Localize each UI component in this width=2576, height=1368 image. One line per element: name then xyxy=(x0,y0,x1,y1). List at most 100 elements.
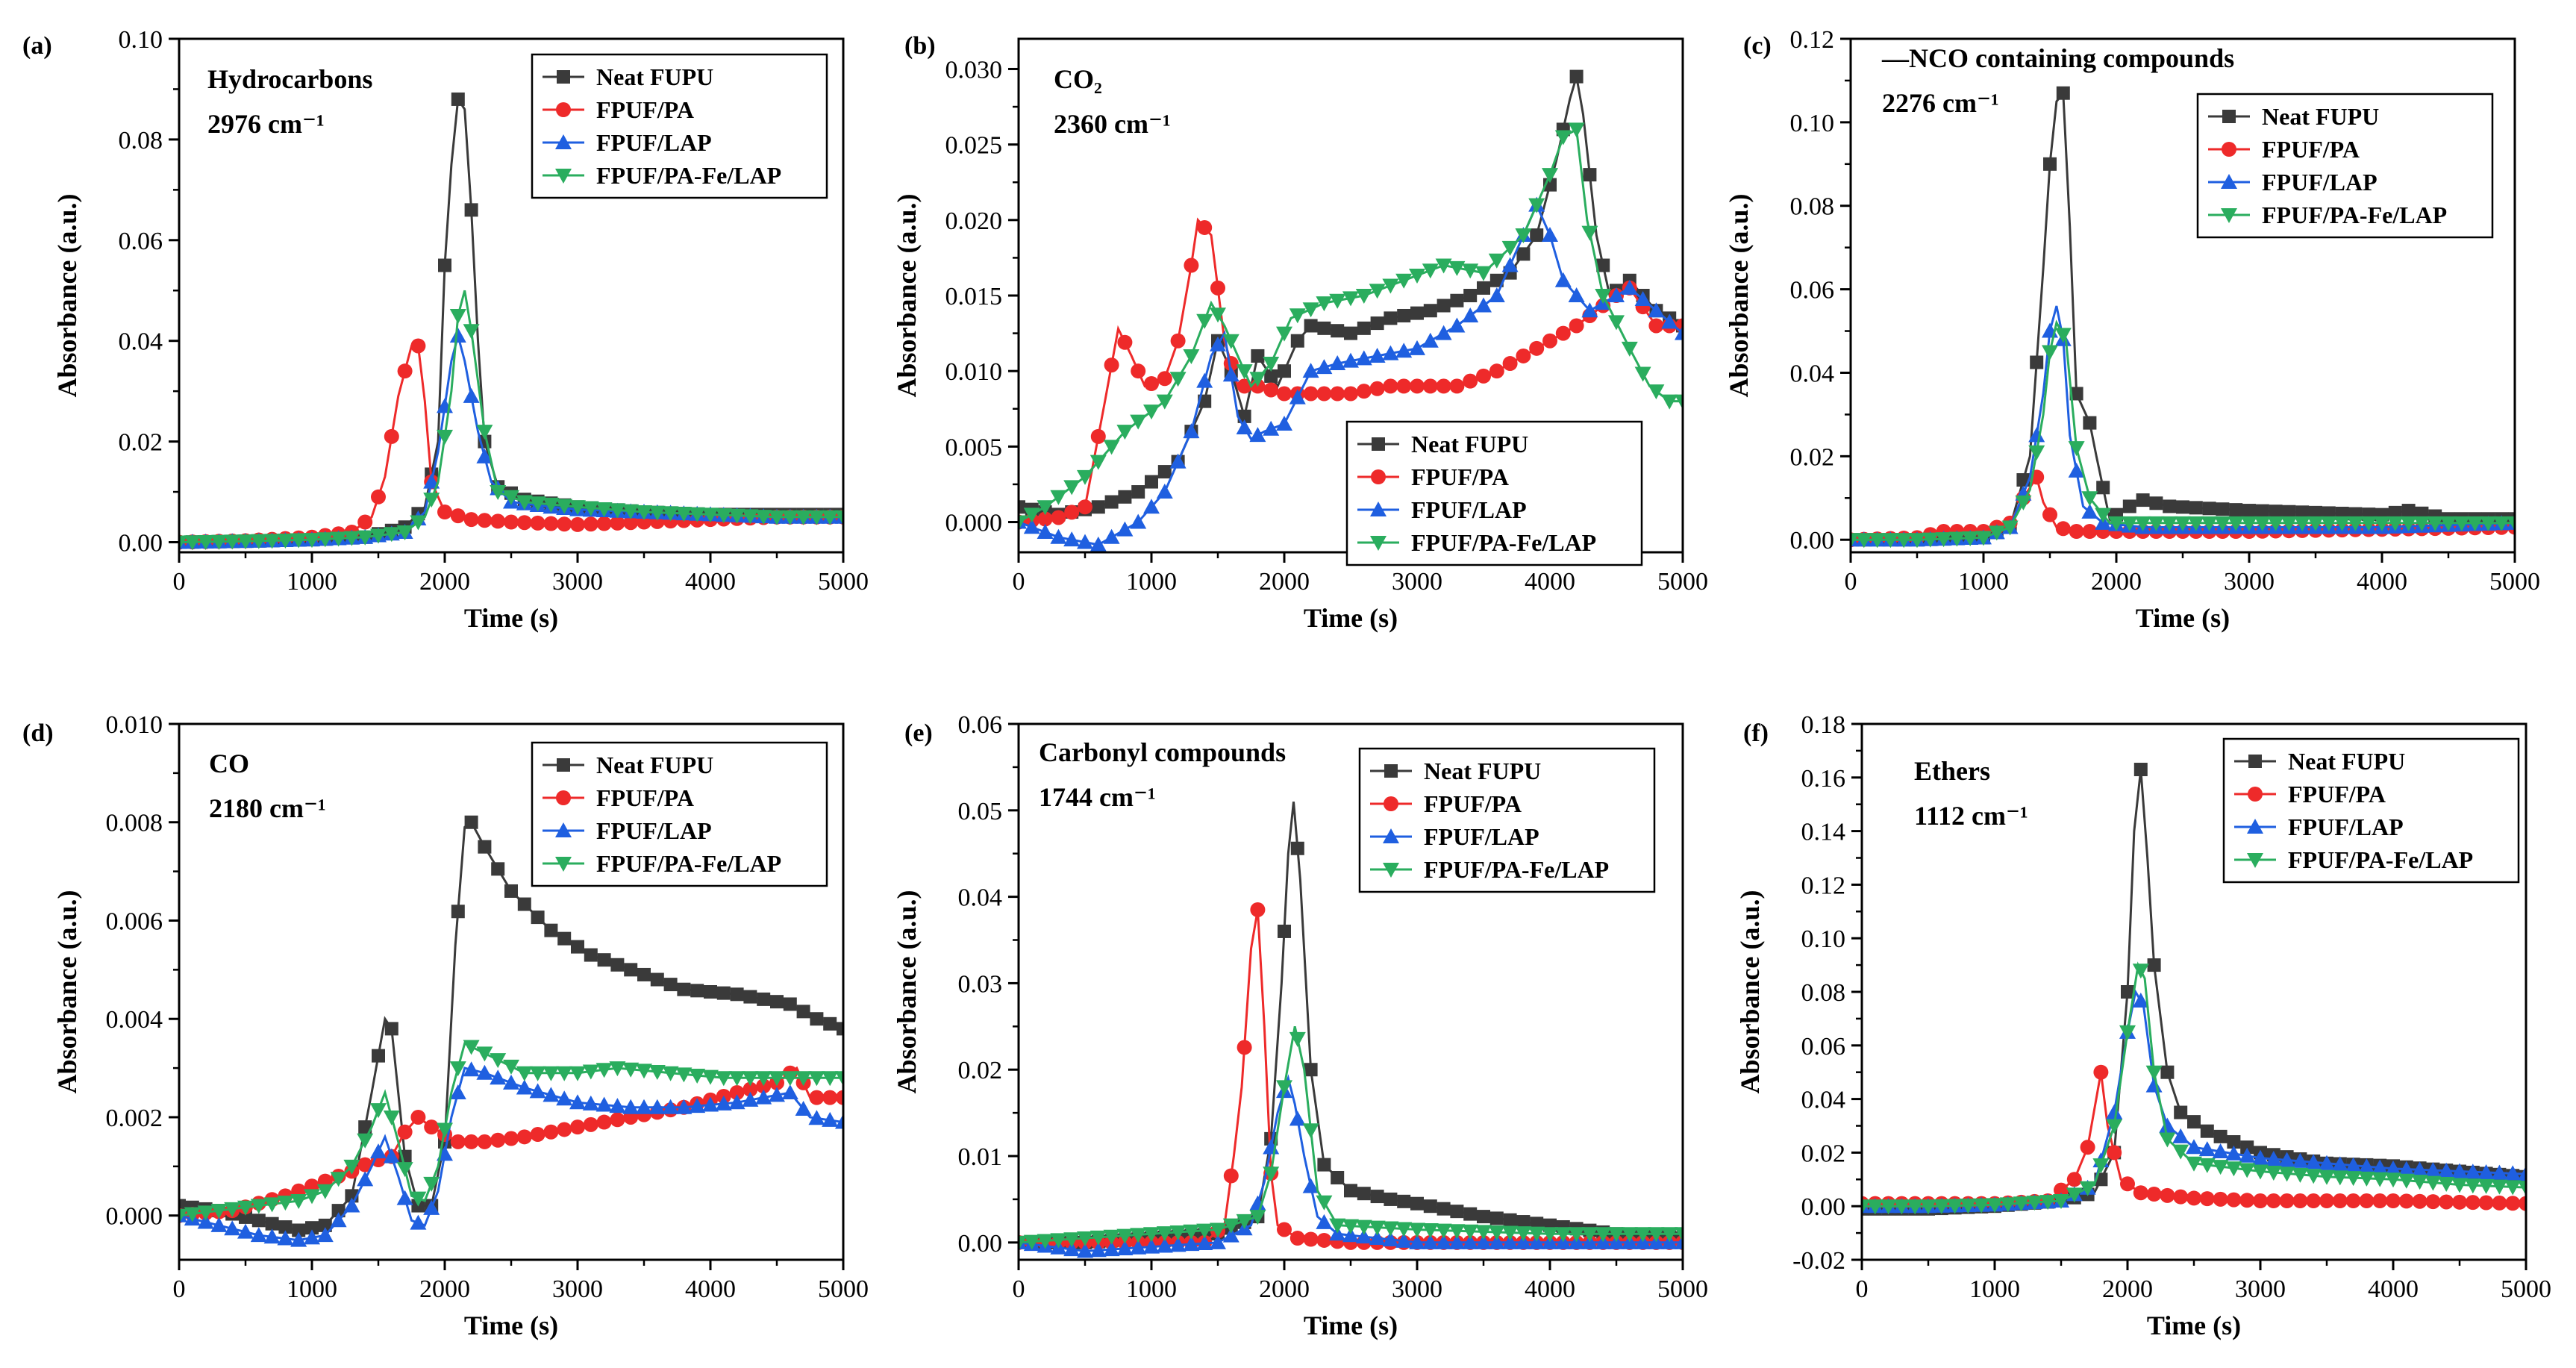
panel-e-marker-fpuf-lap xyxy=(1488,1234,1505,1249)
panel-e-marker-fpuf-lap xyxy=(1183,1236,1200,1252)
panel-d-marker-fpuf-pa xyxy=(463,1134,479,1149)
panel-a-marker-fpuf-pa-fe-lap xyxy=(822,510,839,525)
panel-b-marker-fpuf-pa-fe-lap xyxy=(1236,364,1253,380)
panel-f-marker-fpuf-pa xyxy=(2066,1172,2082,1187)
panel-f-marker-fpuf-pa-fe-lap xyxy=(1862,1199,1870,1215)
panel-f-marker-fpuf-pa xyxy=(2120,1176,2135,1192)
panel-b-marker-neat-fupu xyxy=(1290,334,1304,348)
panel-e-marker-neat-fupu xyxy=(1450,1205,1464,1219)
panel-b-marker-fpuf-lap xyxy=(1037,524,1054,540)
panel-f-ytick-label: 0.12 xyxy=(1801,872,1846,899)
panel-f-marker-fpuf-lap xyxy=(2239,1147,2256,1163)
panel-f-marker-fpuf-pa xyxy=(2054,1182,2069,1198)
panel-c-marker-fpuf-pa-fe-lap xyxy=(2400,516,2417,531)
panel-f-marker-neat-fupu xyxy=(2200,1124,2214,1138)
panel-b-marker-fpuf-pa-fe-lap xyxy=(1675,394,1683,410)
panel-e-annotation-title: Carbonyl compounds xyxy=(1039,737,1286,767)
panel-b-marker-neat-fupu xyxy=(1450,293,1464,307)
panel-a-marker-fpuf-pa xyxy=(504,514,519,530)
panel-b-marker-fpuf-lap xyxy=(1409,340,1425,355)
panel-b-marker-neat-fupu xyxy=(1596,258,1610,272)
panel-e-legend-entry-fpuf-pa: FPUF/PA xyxy=(1424,790,1522,817)
panel-f-marker-fpuf-pa xyxy=(2173,1189,2189,1205)
panel-f-marker-fpuf-pa xyxy=(2266,1193,2281,1209)
panel-d-marker-fpuf-lap xyxy=(795,1100,812,1116)
panel-b-marker-fpuf-pa xyxy=(1117,334,1133,350)
panel-f-marker-fpuf-pa xyxy=(2213,1191,2228,1207)
panel-c-marker-fpuf-pa-fe-lap xyxy=(1962,531,1979,546)
panel-c-legend-entry-fpuf-pa-fe-lap: FPUF/PA-Fe/LAP xyxy=(2262,202,2447,228)
panel-e-marker-fpuf-pa xyxy=(1237,1040,1252,1055)
panel-d-label: (d) xyxy=(22,719,54,747)
panel-e-marker-fpuf-pa-fe-lap xyxy=(1661,1227,1678,1243)
panel-d-marker-neat-fupu xyxy=(610,958,625,972)
panel-b-marker-fpuf-pa-fe-lap xyxy=(1648,384,1665,400)
panel-d-marker-fpuf-lap xyxy=(622,1099,640,1114)
panel-e-marker-fpuf-pa-fe-lap xyxy=(1037,1234,1054,1249)
panel-f-marker-fpuf-lap xyxy=(2331,1156,2348,1172)
panel-d-marker-fpuf-lap xyxy=(503,1074,519,1090)
panel-d-xtick-label: 3000 xyxy=(552,1275,603,1303)
panel-b-marker-fpuf-pa xyxy=(1436,378,1451,394)
panel-b-marker-fpuf-lap xyxy=(1568,287,1585,302)
panel-f-ytick-label: 0.18 xyxy=(1801,711,1846,739)
panel-d-marker-neat-fupu xyxy=(663,978,678,992)
panel-b-marker-neat-fupu xyxy=(1423,304,1437,318)
panel-d-marker-fpuf-lap xyxy=(343,1197,360,1213)
panel-f-marker-fpuf-pa xyxy=(2345,1193,2361,1209)
panel-d-marker-fpuf-pa-fe-lap xyxy=(184,1207,201,1222)
panel-a-marker-fpuf-pa xyxy=(623,515,639,531)
panel-d-marker-fpuf-pa-fe-lap xyxy=(250,1199,267,1214)
panel-c-xtick-label: 2000 xyxy=(2091,568,2142,596)
panel-d-marker-fpuf-lap xyxy=(582,1095,599,1111)
panel-b-marker-fpuf-lap xyxy=(1634,291,1651,307)
panel-c-marker-neat-fupu xyxy=(2176,500,2189,514)
panel-d-marker-fpuf-lap xyxy=(636,1099,652,1114)
panel-a-xtick-label: 2000 xyxy=(419,568,470,596)
panel-a-marker-fpuf-pa-fe-lap xyxy=(423,493,440,508)
panel-a-marker-fpuf-pa-fe-lap xyxy=(835,510,843,525)
panel-b-marker-fpuf-lap xyxy=(1355,350,1372,366)
panel-f-marker-fpuf-pa xyxy=(2505,1196,2521,1211)
panel-e-marker-fpuf-pa-fe-lap xyxy=(1435,1223,1452,1239)
panel-b-marker-fpuf-pa xyxy=(1396,378,1412,394)
panel-a-marker-fpuf-pa xyxy=(557,516,572,532)
panel-d-marker-neat-fupu xyxy=(716,986,731,1000)
panel-d-marker-fpuf-pa-fe-lap xyxy=(622,1062,640,1078)
panel-d-marker-fpuf-lap xyxy=(569,1094,586,1110)
panel-b-marker-fpuf-lap xyxy=(1488,287,1505,302)
panel-c-marker-fpuf-lap xyxy=(2081,503,2098,519)
panel-b-marker-neat-fupu xyxy=(1237,409,1251,423)
panel-e-ylabel: Absorbance (a.u.) xyxy=(892,890,922,1093)
panel-b-marker-fpuf-lap xyxy=(1210,336,1226,352)
panel-b-marker-fpuf-pa-fe-lap xyxy=(1488,253,1505,269)
panel-e-marker-fpuf-pa-fe-lap xyxy=(1634,1227,1651,1243)
panel-b-marker-fpuf-lap xyxy=(1581,302,1598,318)
panel-a-marker-fpuf-pa-fe-lap xyxy=(396,525,413,541)
panel-f-marker-neat-fupu xyxy=(2240,1140,2254,1155)
panel-d-marker-fpuf-lap xyxy=(423,1199,440,1215)
panel-a-legend-marker-neat-fupu xyxy=(557,70,570,84)
panel-c: 0 1000 2000 3000 4000 5000 0.00 0.02 0.04 0.06 0.0… xyxy=(1724,26,2540,633)
panel-e-legend-marker-neat-fupu xyxy=(1384,764,1398,778)
panel-c-marker-fpuf-pa-fe-lap xyxy=(2134,516,2151,531)
panel-c-marker-neat-fupu xyxy=(2043,157,2057,171)
panel-b-marker-neat-fupu xyxy=(1477,281,1490,295)
panel-e-marker-fpuf-lap xyxy=(1501,1234,1519,1249)
panel-c-marker-fpuf-pa-fe-lap xyxy=(2121,516,2138,531)
panel-b-marker-neat-fupu xyxy=(1118,490,1132,504)
panel-e-marker-fpuf-lap xyxy=(1130,1239,1147,1255)
panel-d-marker-fpuf-pa-fe-lap xyxy=(689,1068,706,1084)
panel-b-xtick-label: 2000 xyxy=(1259,568,1310,596)
panel-f-annotation-wavenumber: 1112 cm⁻¹ xyxy=(1914,801,2028,831)
panel-d-marker-fpuf-pa-fe-lap xyxy=(582,1064,599,1080)
panel-f-xtick-label: 5000 xyxy=(2501,1275,2551,1303)
panel-c-marker-fpuf-pa-fe-lap xyxy=(2333,516,2351,531)
panel-e-marker-neat-fupu xyxy=(1357,1187,1371,1201)
panel-e-marker-fpuf-pa-fe-lap xyxy=(1063,1232,1081,1248)
panel-c-marker-fpuf-pa-fe-lap xyxy=(2386,516,2404,531)
panel-b-marker-neat-fupu xyxy=(1104,495,1119,509)
panel-d-marker-neat-fupu xyxy=(451,905,465,919)
panel-a-marker-fpuf-pa xyxy=(450,508,466,524)
panel-b-marker-fpuf-pa xyxy=(1369,381,1385,396)
